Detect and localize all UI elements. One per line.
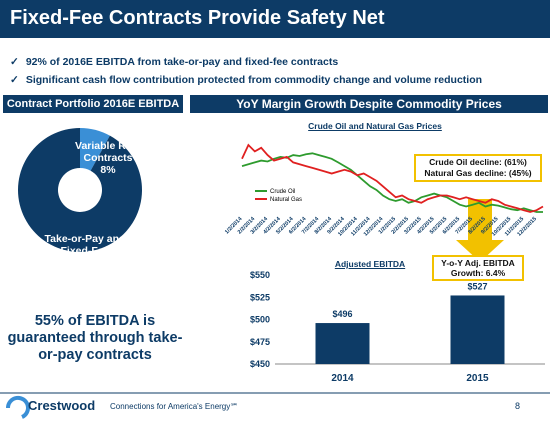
x-tick-label: 2015 <box>466 373 489 384</box>
value-label: $496 <box>332 309 352 319</box>
bullet: ✓ 92% of 2016E EBITDA from take-or-pay an… <box>10 56 339 68</box>
annotation-box: Crude Oil decline: (61%) Natural Gas dec… <box>414 154 542 182</box>
pie-label: Take-or-Pay and Fixed-Fee Contracts 92% <box>40 233 130 281</box>
logo: Crestwood <box>28 398 96 413</box>
pie-label: Variable Rate Contracts 8% <box>72 140 144 176</box>
line <box>241 152 543 213</box>
pie-slice <box>17 128 142 252</box>
tagline: Connections for America's Energy℠ <box>110 402 239 411</box>
chart-title: Adjusted EBITDA <box>334 259 406 269</box>
annotation: Natural Gas decline: (45%) <box>424 168 532 178</box>
bar <box>315 323 370 364</box>
pie-category: Variable Rate Contracts <box>75 140 141 164</box>
bar <box>450 295 505 364</box>
y-tick-label: $550 <box>250 270 270 280</box>
bullet-text: 92% of 2016E EBITDA from take-or-pay and… <box>25 56 339 68</box>
y-tick-label: $500 <box>250 315 270 325</box>
arrow <box>456 199 504 262</box>
pie-value: 92% <box>74 269 96 281</box>
page-number: 8 <box>515 401 521 411</box>
legend-label: Crude Oil <box>270 189 295 195</box>
annotation: Crude Oil decline: (61%) <box>429 157 527 167</box>
panel-header: Contract Portfolio 2016E EBITDA <box>3 95 183 113</box>
pie-slice <box>80 128 110 171</box>
value-label: $527 <box>467 281 487 291</box>
x-tick-label: 2014 <box>331 373 354 384</box>
pie-value: 8% <box>100 164 116 176</box>
annotation-box: Y-o-Y Adj. EBITDA Growth: 6.4% <box>432 255 524 281</box>
bullet: ✓ Significant cash flow contribution prot… <box>10 74 483 86</box>
bullet-text: Significant cash flow contribution prote… <box>25 74 483 86</box>
chart-title: Crude Oil and Natural Gas Prices <box>308 121 442 131</box>
y-tick-label: $475 <box>250 337 270 347</box>
panel-header: YoY Margin Growth Despite Commodity Pric… <box>190 95 548 113</box>
y-tick-label: $450 <box>250 359 270 369</box>
title: Fixed-Fee Contracts Provide Safety Net <box>10 7 385 29</box>
pie-category: Take-or-Pay and Fixed-Fee Contracts <box>44 233 126 269</box>
pie-annotation: 55% of EBITDA is guaranteed through take… <box>7 313 183 363</box>
title-bar <box>0 0 550 38</box>
legend-label: Natural Gas <box>270 197 302 203</box>
logo-mark <box>5 395 30 419</box>
y-tick-label: $525 <box>250 292 270 302</box>
line <box>241 143 544 213</box>
